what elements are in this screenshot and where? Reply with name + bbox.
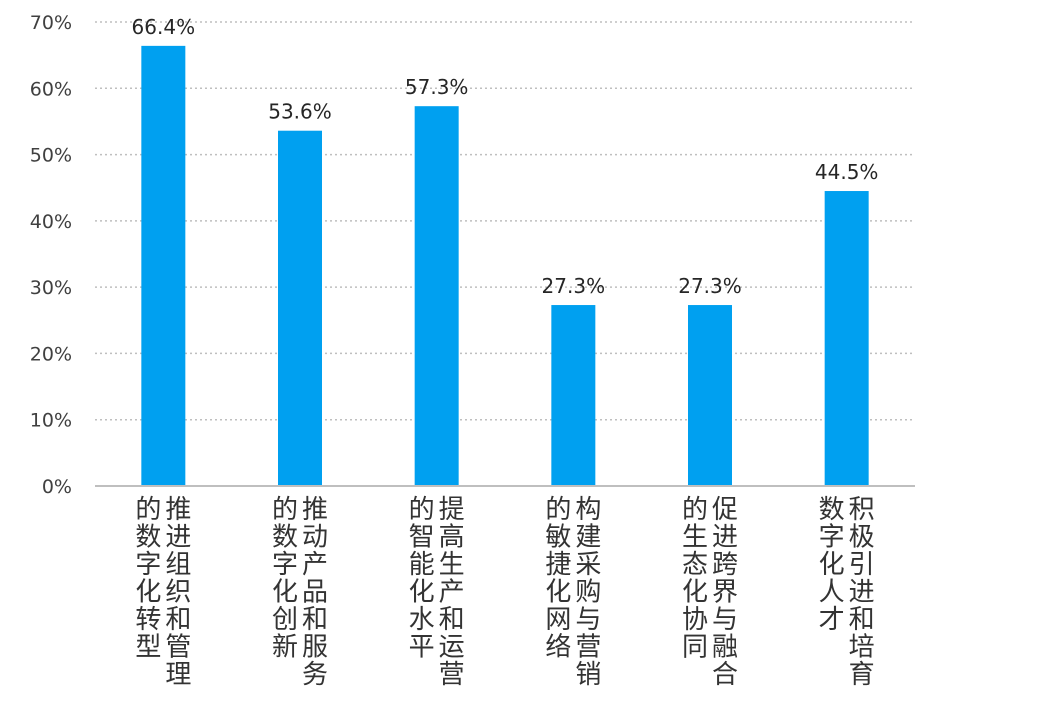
x-tick-label: 提高生产和运营 [439, 495, 465, 690]
y-tick-label: 30% [30, 277, 72, 299]
bar [688, 305, 732, 486]
data-label: 44.5% [815, 160, 879, 184]
grid-lines [95, 21, 915, 421]
x-tick-label: 数字化人才 [819, 495, 845, 635]
bar [141, 45, 186, 487]
x-tick-label: 的敏捷化网络 [545, 495, 571, 663]
bars [141, 45, 869, 487]
x-tick-label: 的智能化水平 [409, 495, 435, 663]
bar [824, 191, 869, 486]
y-tick-label: 20% [30, 343, 72, 365]
x-tick-label: 的生态化协同 [682, 495, 708, 663]
x-tick-label: 构建采购与营销 [575, 495, 601, 690]
x-tick-label: 的数字化创新 [272, 495, 298, 663]
data-label: 66.4% [132, 15, 196, 39]
x-tick-label: 的数字化转型 [135, 495, 161, 663]
x-tick-label: 积极引进和培育 [849, 495, 875, 690]
y-tick-label: 70% [30, 12, 72, 34]
x-tick-label: 推进组织和管理 [165, 495, 191, 690]
y-tick-label: 50% [30, 145, 72, 167]
data-label: 53.6% [268, 100, 332, 124]
data-labels: 66.4% 53.6% 57.3% 27.3% 27.3% 44.5% [132, 15, 879, 298]
x-tick-label: 推动产品和服务 [302, 495, 328, 690]
bar [551, 305, 596, 486]
data-label: 27.3% [542, 274, 606, 298]
y-tick-label: 60% [30, 78, 72, 100]
data-label: 57.3% [405, 75, 469, 99]
bar [278, 130, 322, 487]
y-tick-label: 40% [30, 211, 72, 233]
y-axis-ticks: 0% 10% 20% 30% 40% 50% 60% 70% [30, 12, 72, 498]
data-label: 27.3% [678, 274, 742, 298]
x-tick-label: 促进跨界与融合 [712, 495, 738, 690]
bar [414, 106, 459, 486]
y-tick-label: 0% [42, 476, 72, 498]
y-tick-label: 10% [30, 410, 72, 432]
